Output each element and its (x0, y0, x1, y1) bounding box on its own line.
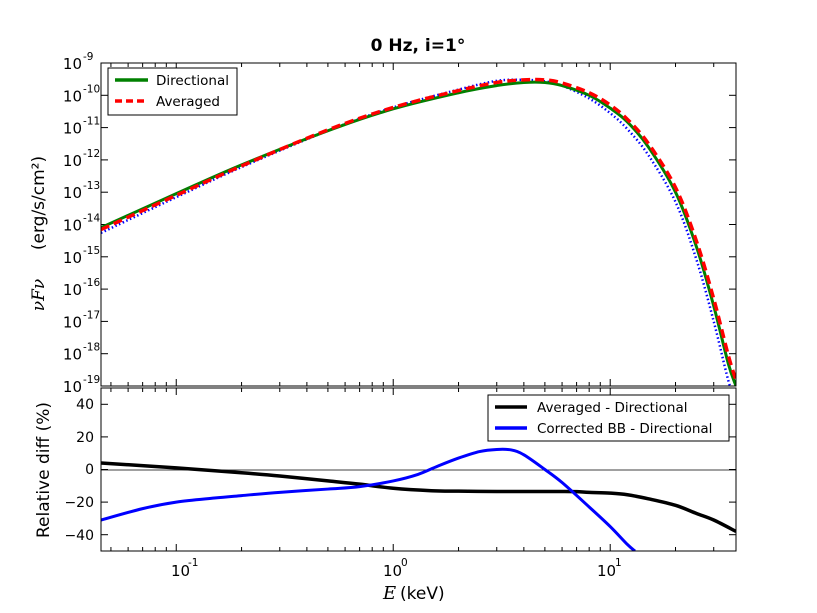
x-axis-label-symbol: E (382, 583, 396, 604)
xtick-label-0.1: 10 (171, 562, 190, 580)
top-series-group (101, 77, 736, 386)
top-ytick-label: 10 (63, 55, 82, 73)
top-ytick-exp: -10 (83, 83, 100, 95)
top-ytick-exp: -11 (83, 116, 100, 128)
xtick-label-10: 10 (597, 562, 616, 580)
bottom-series-group (101, 447, 736, 551)
top-ytick-exp: -12 (83, 148, 100, 160)
top-ytick-exp: -15 (83, 245, 100, 257)
bottom-x-tick-labels: 10 -1 10 0 10 1 (171, 557, 622, 580)
series-corrected-bb-line (101, 78, 732, 386)
series-directional-line (101, 80, 736, 386)
top-y-label-math: νFν (29, 279, 49, 311)
top-ytick-label: 10 (63, 281, 82, 299)
top-legend-box (107, 67, 238, 116)
top-plot-frame (100, 62, 737, 387)
bottom-ytick-label: 40 (76, 397, 94, 413)
legend-averaged-label: Averaged (156, 94, 220, 110)
bottom-panel: 40 20 0 −20 −40 Relative diff (%) Averag… (34, 387, 737, 604)
legend-directional-label: Directional (156, 73, 229, 89)
xtick-exp-0.1: -1 (188, 557, 198, 569)
series-averaged-minus-directional-line (101, 461, 736, 533)
top-ytick-exp: -18 (83, 342, 100, 354)
bottom-ytick-label: −40 (64, 528, 94, 544)
top-ytick-exp: -14 (83, 213, 100, 225)
top-ytick-label: 10 (63, 184, 82, 202)
top-ytick-label: 10 (63, 120, 82, 138)
top-ytick-exp: -19 (83, 374, 100, 386)
xtick-exp-10: 1 (615, 557, 622, 569)
series-corrected-bb-minus-directional-line (101, 447, 636, 551)
top-ytick-exp: -9 (83, 51, 93, 63)
top-legend: Directional Averaged (107, 67, 238, 116)
bottom-y-ticks: 40 20 0 −20 −40 (64, 397, 94, 544)
series-averaged-line (101, 77, 736, 381)
top-y-label: νFν (erg/s/cm²) (29, 156, 49, 311)
legend-corrected-diff-label: Corrected BB - Directional (537, 421, 712, 437)
bottom-plot-frame (100, 387, 737, 552)
top-ytick-label: 10 (63, 378, 82, 396)
top-ytick-exp: -16 (83, 277, 100, 289)
top-ytick-label: 10 (63, 217, 82, 235)
chart-title: 0 Hz, i=1° (371, 36, 466, 56)
top-ytick-exp: -17 (83, 309, 100, 321)
top-ytick-label: 10 (63, 152, 82, 170)
xtick-exp-1: 0 (401, 557, 408, 569)
top-ytick-label: 10 (63, 313, 82, 331)
top-ytick-exp: -13 (83, 180, 100, 192)
top-y-ticks: 10-1910-1810-1710-1610-1510-1410-1310-12… (63, 51, 736, 396)
top-x-ticks (110, 63, 715, 386)
x-axis-label: E (keV) (382, 583, 445, 604)
legend-averaged-diff-label: Averaged - Directional (537, 400, 687, 416)
xtick-label-1: 10 (383, 562, 402, 580)
bottom-ytick-label: 0 (85, 462, 94, 478)
bottom-ytick-label: −20 (64, 495, 94, 511)
bottom-ytick-label: 20 (76, 430, 94, 446)
bottom-tick-marks (101, 388, 736, 551)
bottom-legend-box (487, 394, 730, 442)
top-ytick-label: 10 (63, 346, 82, 364)
bottom-legend: Averaged - Directional Corrected BB - Di… (487, 394, 730, 442)
top-ytick-label: 10 (63, 87, 82, 105)
top-ytick-label: 10 (63, 249, 82, 267)
x-axis-label-unit: (keV) (400, 584, 445, 604)
top-y-label-unit: (erg/s/cm²) (29, 156, 49, 250)
bottom-y-label: Relative diff (%) (34, 402, 54, 538)
